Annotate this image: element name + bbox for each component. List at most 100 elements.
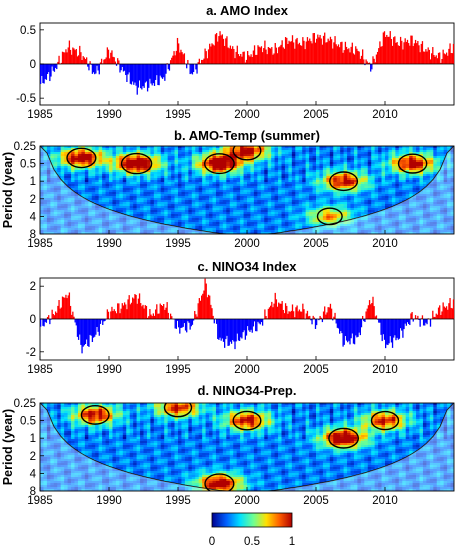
panel-b-cell <box>167 178 172 181</box>
panel-b-cell <box>436 188 441 191</box>
panel-b-cell <box>81 220 86 223</box>
panel-b-cell <box>115 168 120 171</box>
panel-b-cell <box>336 158 341 161</box>
panel-b-cell <box>298 188 303 191</box>
panel-b-cell <box>43 170 48 173</box>
panel-b-cell <box>385 156 389 159</box>
panel-b-cell <box>243 200 248 203</box>
panel-b-cell <box>60 196 65 199</box>
panel-b-cell <box>122 220 127 223</box>
panel-b-cell <box>291 200 296 203</box>
panel-b-cell <box>360 206 365 209</box>
panel-b-cell <box>367 160 372 163</box>
panel-b-cell <box>115 198 120 201</box>
panel-b-cell <box>64 164 68 167</box>
panel-b-cell <box>146 164 151 167</box>
panel-a-bar <box>272 54 274 64</box>
panel-b-cell <box>71 162 75 165</box>
panel-b-cell <box>195 214 200 217</box>
panel-b-cell <box>302 178 307 181</box>
panel-b-cell <box>264 174 269 177</box>
panel-b-cell <box>205 202 210 205</box>
panel-b-cell <box>450 206 454 209</box>
panel-b-cell <box>243 176 248 179</box>
panel-b-cell <box>329 170 334 173</box>
panel-b-cell <box>281 208 286 211</box>
panel-b-cell <box>219 222 224 225</box>
panel-b-cell <box>253 184 258 187</box>
panel-b-cell <box>84 212 89 215</box>
panel-b-cell <box>64 174 68 177</box>
panel-b-cell <box>312 186 317 189</box>
panel-b-cell <box>333 166 338 169</box>
panel-b-cell <box>243 172 248 175</box>
panel-b-cell <box>416 158 420 161</box>
panel-b-cell <box>319 212 324 215</box>
panel-a-bar <box>449 43 451 64</box>
panel-b-cell <box>178 162 182 165</box>
panel-b-cell <box>126 184 131 187</box>
panel-a-bar <box>207 49 210 64</box>
panel-b-cell <box>136 160 141 163</box>
panel-b-cell <box>215 190 220 193</box>
panel-b-cell <box>71 148 75 151</box>
panel-b-cell <box>405 156 410 159</box>
panel-b-cell <box>347 190 351 193</box>
panel-b-cell <box>305 176 310 179</box>
panel-b-cell <box>233 192 238 195</box>
panel-b-cell <box>178 148 182 151</box>
panel-b-cell <box>84 214 89 217</box>
panel-b-cell <box>88 178 93 181</box>
panel-b-cell <box>443 150 448 153</box>
panel-a-bar <box>289 41 291 64</box>
panel-b-cell <box>112 202 117 205</box>
panel-b-cell <box>53 160 58 163</box>
panel-b-cell <box>229 160 234 163</box>
panel-b-cell <box>212 196 217 199</box>
panel-b-cell <box>174 198 179 201</box>
panel-b-cell <box>40 148 44 151</box>
panel-b-cell <box>291 210 296 213</box>
panel-b-cell <box>140 160 144 163</box>
panel-b-cell <box>298 186 303 189</box>
panel-b-cell <box>429 160 434 163</box>
panel-b-cell <box>347 198 351 201</box>
panel-b-cell <box>298 146 303 149</box>
panel-b-cell <box>229 148 234 151</box>
panel-b-cell <box>278 190 282 193</box>
panel-a-bar <box>84 59 87 64</box>
panel-b-cell <box>91 168 96 171</box>
panel-b-cell <box>316 202 320 205</box>
panel-b-cell <box>164 162 169 165</box>
panel-b-cell <box>143 186 148 189</box>
panel-a-bar <box>329 36 332 64</box>
panel-b-cell <box>171 150 175 153</box>
panel-b-cell <box>388 214 393 217</box>
panel-b-cell <box>371 196 376 199</box>
panel-b-cell <box>215 166 220 169</box>
panel-b-cell <box>378 204 382 207</box>
panel-a-bar <box>176 37 179 64</box>
panel-b-cell <box>229 202 234 205</box>
panel-b-cell <box>167 170 172 173</box>
panel-b-cell <box>409 146 413 149</box>
panel-b-cell <box>391 208 396 211</box>
panel-b-cell <box>347 220 351 223</box>
panel-b-cell <box>388 152 393 155</box>
panel-b-cell <box>402 160 407 163</box>
panel-a-bar <box>270 48 272 64</box>
panel-b-cell <box>440 174 445 177</box>
panel-b-cell <box>126 186 131 189</box>
panel-b-cell <box>422 198 427 201</box>
panel-b-cell <box>350 172 355 175</box>
panel-b-cell <box>84 164 89 167</box>
panel-b-cell <box>178 184 182 187</box>
panel-b-cell <box>184 208 189 211</box>
panel-b-cell <box>195 184 200 187</box>
panel-b-cell <box>343 162 348 165</box>
panel-b-cell <box>119 208 124 211</box>
panel-b-cell <box>112 220 117 223</box>
panel-b-cell <box>250 188 255 191</box>
panel-b-cell <box>215 210 220 213</box>
panel-b-cell <box>105 170 110 173</box>
